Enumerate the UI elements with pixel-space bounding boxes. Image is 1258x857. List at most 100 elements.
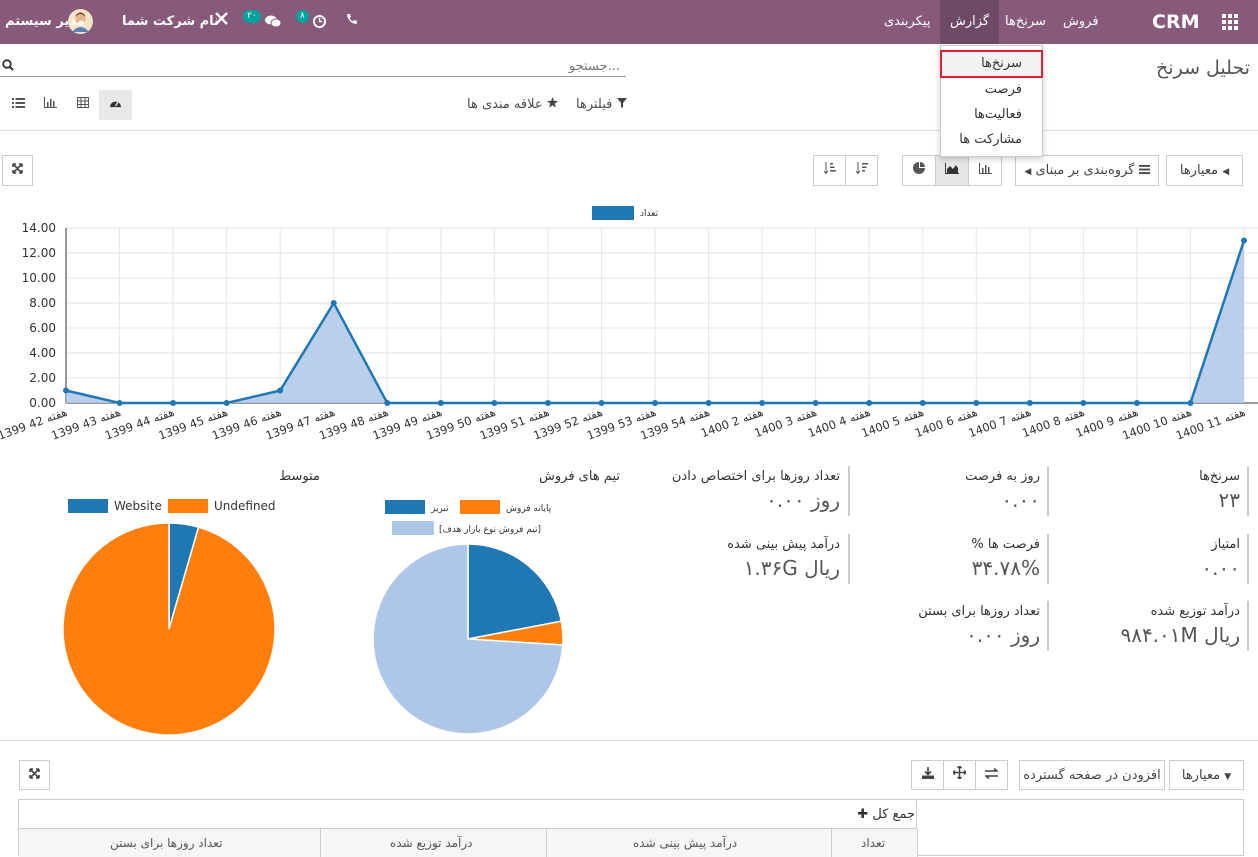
data-point bbox=[437, 400, 444, 406]
view-graph-button[interactable] bbox=[34, 90, 67, 120]
phone-icon[interactable] bbox=[346, 0, 358, 44]
kpi-days-to-assign[interactable]: تعداد روزها برای اختصاص دادن ۰.۰۰ روز bbox=[671, 469, 840, 512]
activities-icon[interactable]: ۸ bbox=[296, 0, 326, 44]
search-icon[interactable] bbox=[2, 59, 14, 75]
data-point bbox=[1080, 400, 1087, 406]
kpi-prorated-revenue[interactable]: درآمد توزیع شده ۹۸۴.۰۱M ریال bbox=[1120, 604, 1240, 647]
dashboard-icon bbox=[110, 101, 121, 108]
kpi-separator bbox=[1247, 466, 1249, 516]
pivot-measures-dropdown[interactable]: معیارها ▼ bbox=[1169, 760, 1244, 790]
data-point bbox=[277, 387, 284, 394]
y-tick-label: 14.00 bbox=[22, 221, 56, 235]
insert-spreadsheet-button[interactable]: افزودن در صفحه گسترده bbox=[1019, 760, 1165, 790]
kpi-days-to-opportunity[interactable]: روز به فرصت ۰.۰۰ bbox=[965, 469, 1040, 512]
dropdown-item-leads[interactable]: سرنخ‌ها bbox=[981, 56, 1022, 71]
data-point bbox=[63, 387, 69, 394]
expand-pivot-button[interactable] bbox=[19, 760, 50, 790]
kpi-opportunity-percent[interactable]: % فرصت ها ۳۴.۷۸% bbox=[971, 537, 1040, 580]
favorites-button[interactable]: علاقه مندی ها bbox=[467, 97, 558, 112]
user-avatar[interactable] bbox=[68, 0, 95, 44]
kpi-separator bbox=[1047, 534, 1049, 584]
dropdown-item-opportunity[interactable]: فرصت bbox=[984, 82, 1022, 97]
kpi-expected-revenue[interactable]: درآمد پیش بینی شده ۱.۳۶G ریال bbox=[727, 537, 840, 580]
pivot-table: ✚ جمع کل تعداد درآمد پیش بینی شده درآمد … bbox=[18, 799, 1244, 857]
filter-icon bbox=[616, 98, 627, 108]
exchange-icon bbox=[983, 767, 1000, 780]
measures-dropdown[interactable]: معیارها ◀ bbox=[1166, 155, 1243, 186]
pie-chart-button[interactable] bbox=[902, 155, 936, 186]
medium-chart-title: متوسط bbox=[279, 469, 320, 484]
kpi-separator bbox=[1047, 466, 1049, 516]
line-chart-button[interactable] bbox=[935, 155, 969, 186]
sort-descending-button[interactable] bbox=[845, 155, 878, 186]
y-tick-label: 2.00 bbox=[29, 371, 56, 385]
bar-chart-icon bbox=[44, 97, 57, 108]
kpi-leads[interactable]: سرنخ‌ها ۲۳ bbox=[1199, 469, 1240, 512]
y-tick-label: 8.00 bbox=[29, 296, 56, 310]
legend-swatch bbox=[392, 521, 434, 535]
legend-swatch bbox=[168, 499, 208, 513]
sort-ascending-icon bbox=[823, 162, 836, 175]
data-point bbox=[759, 400, 766, 406]
expand-graph-button[interactable] bbox=[2, 155, 33, 186]
expand-all-button[interactable] bbox=[943, 760, 976, 790]
download-button[interactable] bbox=[911, 760, 944, 790]
data-point bbox=[1241, 237, 1247, 244]
flip-axis-button[interactable] bbox=[975, 760, 1008, 790]
caret-left-icon: ◀ bbox=[1222, 167, 1230, 177]
kpi-days-to-close[interactable]: تعداد روزها برای بستن ۰.۰۰ روز bbox=[918, 604, 1040, 647]
pie-slice bbox=[467, 543, 563, 640]
kpi-score[interactable]: امتیاز ۰.۰۰ bbox=[1201, 537, 1240, 580]
pie-slice bbox=[62, 522, 276, 736]
legend-swatch bbox=[68, 499, 108, 513]
view-dashboard-button[interactable] bbox=[99, 90, 132, 120]
menu-leads[interactable]: سرنخ‌ها bbox=[1005, 14, 1046, 29]
dropdown-item-activities[interactable]: فعالیت‌ها bbox=[974, 107, 1022, 122]
y-tick-label: 10.00 bbox=[22, 271, 56, 285]
sort-descending-icon bbox=[855, 162, 868, 175]
menu-sales[interactable]: فروش bbox=[1063, 14, 1099, 29]
sort-ascending-button[interactable] bbox=[813, 155, 846, 186]
legend-label: تعداد bbox=[640, 209, 659, 219]
pivot-col-count[interactable]: تعداد bbox=[861, 836, 886, 850]
search-input[interactable] bbox=[20, 57, 620, 75]
pivot-col-expected-revenue[interactable]: درآمد پیش بینی شده bbox=[633, 836, 738, 850]
filters-button[interactable]: فیلترها bbox=[576, 97, 627, 112]
pivot-col-days-to-close[interactable]: تعداد روزها برای بستن bbox=[110, 836, 223, 850]
data-point bbox=[330, 300, 337, 306]
col-separator bbox=[546, 829, 547, 857]
messages-badge: ۲۰ bbox=[243, 10, 261, 23]
legend-label: تبریز bbox=[430, 504, 449, 514]
col-separator bbox=[320, 829, 321, 857]
pie-slice bbox=[372, 543, 564, 735]
menu-configuration[interactable]: پیکربندی bbox=[884, 14, 931, 29]
data-point bbox=[384, 400, 391, 406]
bar-chart-button[interactable] bbox=[968, 155, 1002, 186]
legend-swatch bbox=[592, 206, 634, 220]
data-point bbox=[652, 400, 658, 406]
view-pivot-button[interactable] bbox=[66, 90, 99, 120]
debug-tools-icon[interactable] bbox=[215, 0, 228, 44]
star-icon bbox=[546, 97, 558, 108]
y-tick-label: 4.00 bbox=[29, 346, 56, 360]
apps-menu-icon[interactable] bbox=[1222, 0, 1248, 44]
dropdown-item-partnerships[interactable]: مشارکت ها bbox=[959, 132, 1022, 147]
kpi-separator bbox=[1047, 601, 1049, 651]
table-icon bbox=[76, 97, 89, 108]
legend-label: Undefined bbox=[214, 499, 276, 513]
menu-reporting[interactable]: گزارش bbox=[940, 0, 1000, 44]
user-menu[interactable]: مدیر سیستم bbox=[5, 14, 85, 29]
messages-icon[interactable]: ۲۰ bbox=[243, 0, 282, 44]
app-brand[interactable]: CRM bbox=[1152, 11, 1200, 33]
company-switcher[interactable]: نام شرکت شما bbox=[122, 14, 219, 29]
pivot-total-header[interactable]: ✚ جمع کل bbox=[857, 807, 915, 822]
data-point bbox=[1187, 400, 1194, 406]
view-list-button[interactable] bbox=[2, 90, 35, 120]
col-separator bbox=[917, 829, 918, 857]
pie-chart-icon bbox=[913, 162, 925, 174]
col-separator bbox=[831, 829, 832, 857]
groupby-dropdown[interactable]: ◀ گروه‌بندی بر مبنای bbox=[1015, 155, 1159, 186]
pivot-col-prorated-revenue[interactable]: درآمد توزیع شده bbox=[390, 836, 473, 850]
legend-swatch bbox=[460, 500, 500, 514]
line-chart: 0.00 2.00 4.00 6.00 8.00 10.00 12.00 14.00 تعداد… bbox=[0, 206, 1258, 443]
